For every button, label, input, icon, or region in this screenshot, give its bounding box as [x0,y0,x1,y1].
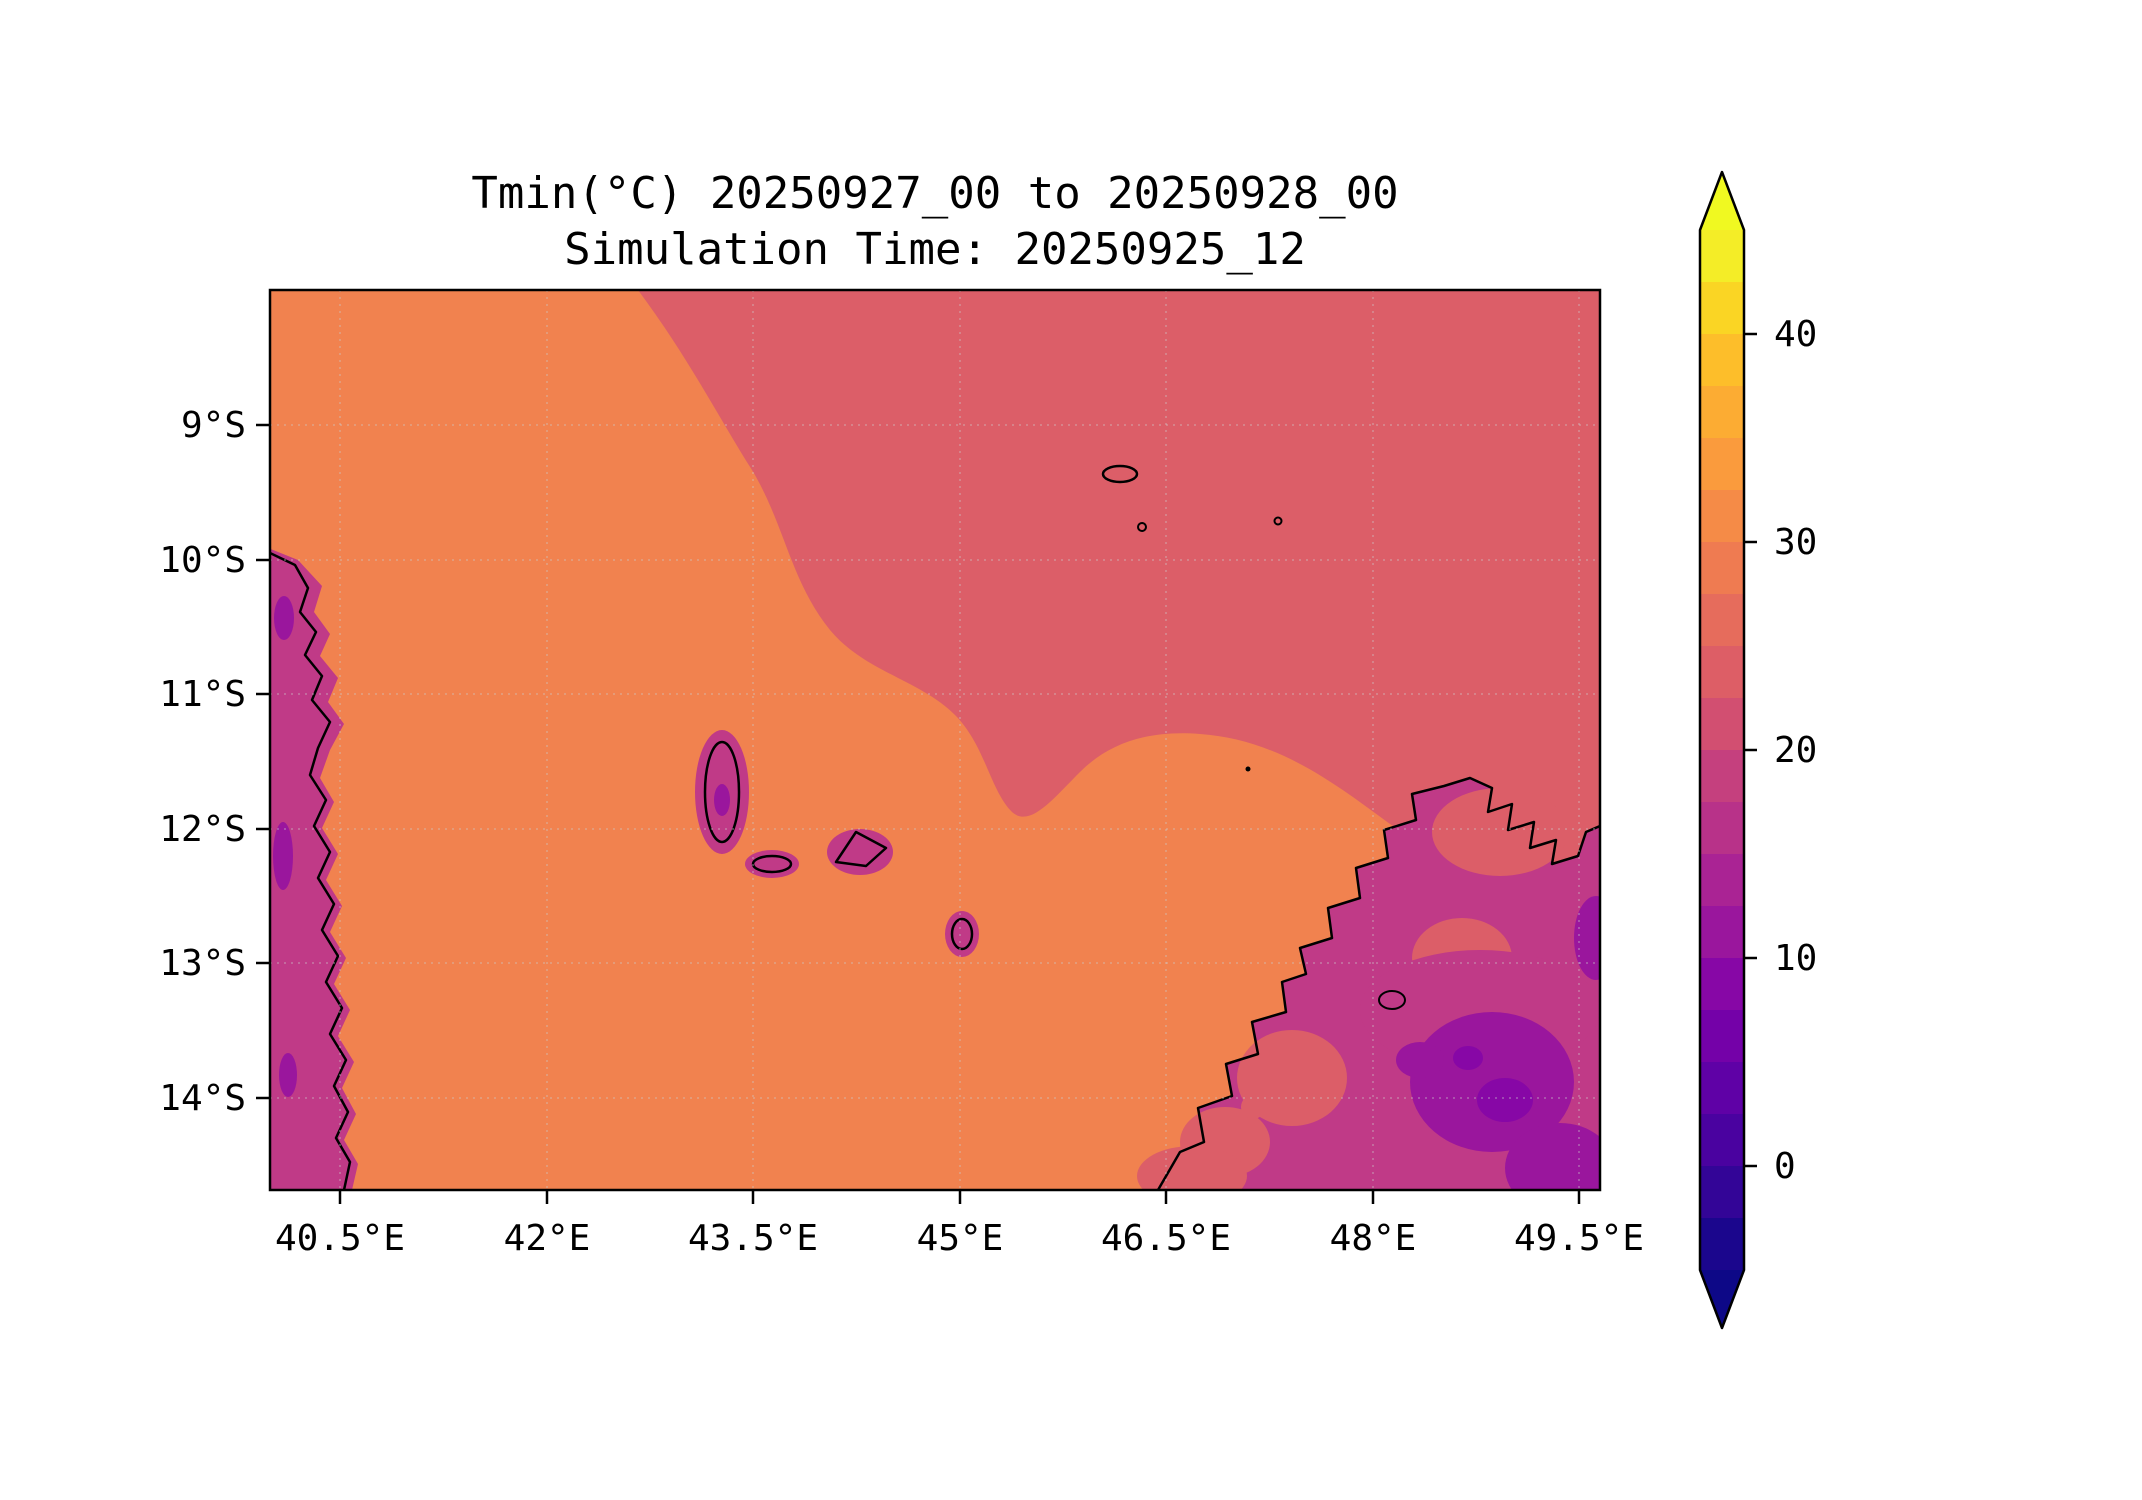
moheli-outline [751,854,793,874]
africa-cool-patch [279,1053,297,1097]
colorbar-segment [1700,1114,1744,1166]
madagascar-highland-cool-patch [1396,1042,1444,1078]
colorbar-segment [1700,906,1744,958]
colorbar-segment [1700,594,1744,646]
madagascar-coastline [1156,776,1600,1190]
x-tick-label: 40.5°E [275,1218,405,1259]
nosy-be-island [1378,990,1406,1010]
africa-coastline [270,551,352,1190]
colorbar-segments [1700,230,1744,1270]
colorbar-segment [1700,750,1744,802]
mayotte-outline [950,917,974,951]
madagascar-coldest-patch [1477,1078,1533,1122]
grande-comore-summit [714,784,730,816]
colorbar-segment [1700,854,1744,906]
colorbar-segment [1700,698,1744,750]
colorbar-tick-label: 10 [1774,938,1817,979]
colorbar-segment [1700,1218,1744,1270]
colorbar-segment [1700,958,1744,1010]
y-tick-label: 11°S [159,674,246,715]
anjouan-island [827,829,893,875]
grande-comore-island [695,730,749,854]
colorbar-under-arrow [1700,1270,1744,1328]
madagascar-coastal-warm-patch [1237,1030,1347,1126]
colorbar-segment [1700,438,1744,490]
colorbar-outline [1698,170,1746,1330]
colorbar-segment [1700,802,1744,854]
x-tick-label: 48°E [1330,1218,1417,1259]
colorbar-segment [1700,1062,1744,1114]
y-tick-label: 10°S [159,540,246,581]
colorbar-segment [1700,646,1744,698]
colorbar-segment [1700,230,1744,282]
colorbar-tick-label: 40 [1774,314,1817,355]
figure-title: Tmin(°C) 20250927_00 to 20250928_00 [471,168,1398,219]
x-axis: 40.5°E 42°E 43.5°E 45°E 46.5°E 48°E 49.5… [275,1190,1644,1259]
y-tick-label: 14°S [159,1078,246,1119]
aldabra-island-outline [1101,464,1139,484]
x-tick-label: 45°E [917,1218,1004,1259]
y-tick-label: 9°S [181,405,246,446]
y-tick-label: 13°S [159,943,246,984]
colorbar: 40 30 20 10 0 [1698,170,1817,1330]
mayotte-island [945,911,979,957]
map-gridlines [270,290,1600,1190]
colorbar-tick-label: 20 [1774,730,1817,771]
madagascar-highland-cool-patch [1505,1123,1600,1190]
colorbar-segment [1700,386,1744,438]
madagascar-coldest-patch [1453,1046,1483,1070]
colorbar-ticks [1744,332,1757,1168]
colorbar-segment [1700,282,1744,334]
figure-subtitle: Simulation Time: 20250925_12 [564,224,1306,275]
x-tick-label: 43.5°E [688,1218,818,1259]
colorbar-tick-label: 0 [1774,1146,1796,1187]
x-axis-ticks [338,1190,1581,1204]
small-island-dot [1245,766,1251,772]
moheli-island [745,850,799,878]
madagascar-coastal-warm-patch [1137,1146,1247,1190]
madagascar-highland-cool-patch [1574,896,1600,980]
y-axis-ticks [256,423,270,1100]
x-tick-label: 49.5°E [1514,1218,1644,1259]
colorbar-segment [1700,1010,1744,1062]
y-axis: 9°S 10°S 11°S 12°S 13°S 14°S [159,405,270,1119]
colorbar-segment [1700,490,1744,542]
x-tick-label: 46.5°E [1101,1218,1231,1259]
small-island-dot [1273,516,1283,526]
colorbar-segment [1700,1166,1744,1218]
madagascar-coastal-warm-patch [1432,788,1568,876]
africa-cool-patch [273,822,293,890]
small-warm-island-patch [1241,1095,1265,1119]
x-tick-label: 42°E [504,1218,591,1259]
small-island-dot [1137,522,1147,532]
ocean-cool-region [638,290,1600,914]
anjouan-outline [834,830,888,868]
colorbar-segment [1700,542,1744,594]
africa-land-region [270,548,358,1190]
colorbar-segment [1700,334,1744,386]
colorbar-tick-label: 30 [1774,522,1817,563]
africa-cool-patch [274,596,294,640]
plot-border [268,288,1602,1192]
map-plot-area [270,290,1600,1190]
y-tick-label: 12°S [159,809,246,850]
colorbar-over-arrow [1700,172,1744,230]
